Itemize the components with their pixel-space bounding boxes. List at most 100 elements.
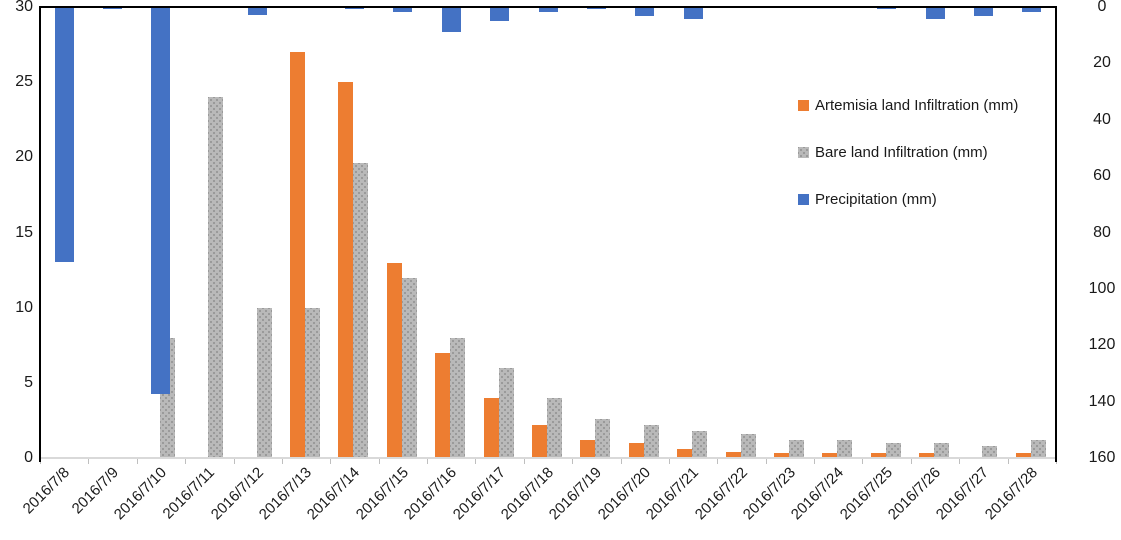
- precipitation-legend-swatch-icon: [798, 193, 809, 205]
- bar-bare-land: [982, 445, 998, 458]
- x-axis-tick: [330, 459, 332, 464]
- x-axis-tick: [88, 459, 90, 464]
- legend-label: Precipitation (mm): [815, 190, 937, 208]
- bar-bare-land: [788, 439, 804, 458]
- bar-artemisia: [725, 451, 741, 458]
- bar-bare-land: [450, 337, 466, 458]
- left-axis-tick-label: 20: [15, 148, 33, 166]
- x-axis-tick: [620, 459, 622, 464]
- legend-item-bare-land: Bare land Infiltration (mm): [798, 143, 1018, 161]
- bar-bare-land: [256, 307, 272, 458]
- bar-artemisia: [919, 453, 935, 458]
- x-axis-tick: [233, 459, 235, 464]
- bar-artemisia: [386, 262, 402, 458]
- bar-artemisia: [580, 439, 596, 458]
- plot-border-top: [39, 6, 1057, 8]
- bar-artemisia: [338, 82, 354, 458]
- left-axis-tick-label: 30: [15, 0, 33, 15]
- bar-precipitation: [54, 8, 74, 262]
- bar-artemisia: [435, 352, 451, 458]
- right-axis-tick-label: 80: [1093, 223, 1111, 241]
- right-axis-tick-label: 100: [1088, 279, 1116, 297]
- x-axis-tick: [1007, 459, 1009, 464]
- legend-item-precipitation: Precipitation (mm): [798, 190, 1018, 208]
- bar-precipitation: [925, 8, 945, 19]
- bar-bare-land: [692, 430, 708, 458]
- bar-bare-land: [208, 97, 224, 458]
- left-axis-tick-label: 0: [24, 449, 33, 466]
- bar-bare-land: [740, 433, 756, 458]
- right-axis-line: [1055, 6, 1057, 462]
- x-axis-tick: [862, 459, 864, 464]
- bar-artemisia: [870, 453, 886, 458]
- bar-bare-land: [498, 367, 514, 458]
- legend-item-artemisia: Artemisia land Infiltration (mm): [798, 96, 1018, 114]
- x-axis-tick: [427, 459, 429, 464]
- x-axis-tick: [910, 459, 912, 464]
- bar-precipitation: [1022, 8, 1042, 12]
- left-axis-line: [39, 6, 41, 462]
- bar-precipitation: [344, 8, 364, 10]
- right-axis-tick-label: 20: [1093, 54, 1111, 72]
- right-axis-tick-label: 120: [1088, 336, 1116, 354]
- x-axis-tick: [185, 459, 187, 464]
- x-axis-tick: [959, 459, 961, 464]
- bar-artemisia: [773, 453, 789, 458]
- chart-legend: Artemisia land Infiltration (mm) Bare la…: [798, 96, 1018, 237]
- bar-artemisia: [677, 448, 693, 458]
- bar-bare-land: [595, 418, 611, 458]
- bar-bare-land: [934, 442, 950, 458]
- bar-bare-land: [401, 277, 417, 458]
- right-axis-tick-label: 60: [1093, 167, 1111, 185]
- bar-precipitation: [586, 8, 606, 10]
- x-axis-tick: [475, 459, 477, 464]
- x-axis-tick: [572, 459, 574, 464]
- bar-bare-land: [353, 163, 369, 458]
- left-axis-tick-label: 15: [15, 223, 33, 241]
- bar-precipitation: [973, 8, 993, 16]
- x-axis-tick: [523, 459, 525, 464]
- bar-precipitation: [635, 8, 655, 16]
- bar-artemisia: [822, 453, 838, 458]
- right-axis-tick-label: 0: [1097, 0, 1107, 15]
- bar-artemisia: [483, 397, 499, 458]
- bar-bare-land: [643, 424, 659, 458]
- bar-precipitation: [103, 8, 123, 10]
- bare-land-legend-swatch-icon: [798, 146, 809, 158]
- bar-precipitation: [441, 8, 461, 32]
- x-axis-tick: [814, 459, 816, 464]
- x-axis-tick: [281, 459, 283, 464]
- plot-area: [40, 7, 1056, 458]
- artemisia-legend-swatch-icon: [798, 99, 809, 111]
- left-axis-tick-label: 5: [24, 373, 33, 391]
- left-axis-tick-label: 10: [15, 298, 33, 316]
- bar-artemisia: [290, 52, 306, 458]
- bar-artemisia: [532, 424, 547, 458]
- left-axis-tick-label: 25: [15, 73, 33, 91]
- bar-bare-land: [885, 442, 901, 458]
- bar-bare-land: [305, 307, 321, 458]
- right-axis-tick-label: 160: [1088, 449, 1116, 466]
- bar-artemisia: [1015, 453, 1031, 458]
- legend-label: Bare land Infiltration (mm): [815, 143, 988, 161]
- bar-bare-land: [1030, 439, 1046, 458]
- bar-bare-land: [837, 439, 853, 458]
- x-axis-tick: [668, 459, 670, 464]
- bar-precipitation: [490, 8, 510, 21]
- bar-precipitation: [393, 8, 413, 12]
- legend-label: Artemisia land Infiltration (mm): [815, 96, 1019, 114]
- right-axis-tick-label: 140: [1088, 392, 1116, 410]
- bar-bare-land: [547, 397, 562, 458]
- x-axis-tick: [136, 459, 138, 464]
- bar-artemisia: [628, 442, 644, 458]
- bar-precipitation: [248, 8, 268, 15]
- bar-precipitation: [683, 8, 703, 19]
- bar-precipitation: [877, 8, 897, 10]
- right-axis-tick-label: 40: [1093, 110, 1111, 128]
- x-axis-tick: [378, 459, 380, 464]
- x-axis-line: [40, 457, 1056, 459]
- x-axis-tick: [765, 459, 767, 464]
- bar-precipitation: [538, 8, 558, 12]
- bar-precipitation: [151, 8, 171, 395]
